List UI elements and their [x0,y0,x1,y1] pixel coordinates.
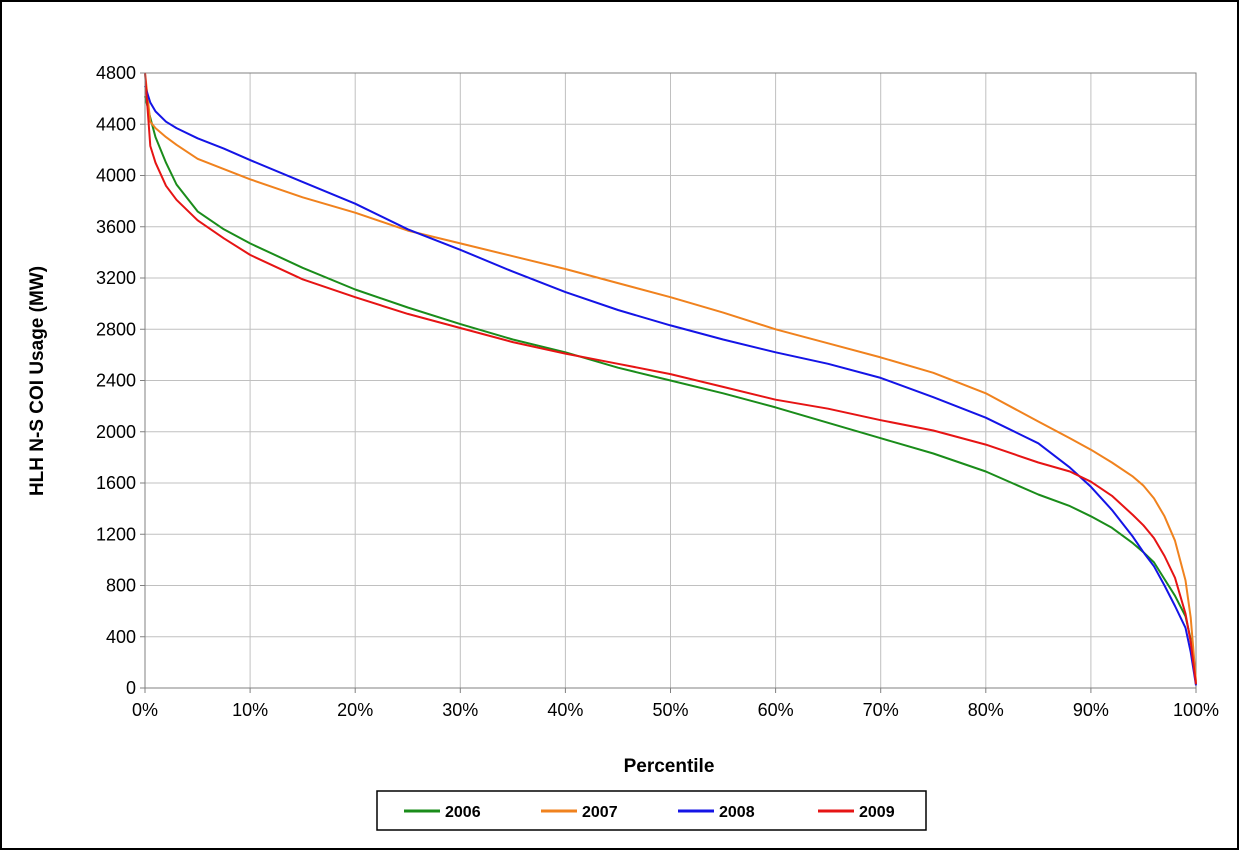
x-axis-title: Percentile [624,756,715,777]
x-tick-label: 100% [1173,700,1219,720]
y-tick-label: 3200 [96,268,136,288]
legend-label-2007: 2007 [582,804,618,821]
legend-label-2008: 2008 [719,804,755,821]
legend-label-2006: 2006 [445,804,481,821]
y-tick-label: 400 [106,627,136,647]
y-tick-label: 0 [126,678,136,698]
y-axis-title: HLH N-S COI Usage (MW) [27,266,48,496]
x-tick-label: 10% [232,700,268,720]
legend: 2006 2007 2008 2009 [376,790,927,831]
x-tick-label: 40% [547,700,583,720]
x-tick-label: 60% [758,700,794,720]
y-tick-label: 1600 [96,473,136,493]
series-layer [144,72,1197,686]
y-tick-label: 800 [106,576,136,596]
y-tick-label: 3600 [96,217,136,237]
x-tick-label: 50% [652,700,688,720]
legend-label-2009: 2009 [859,804,895,821]
y-tick-label: 2400 [96,371,136,391]
x-tick-label: 70% [863,700,899,720]
series-line-2008 [144,85,1197,686]
x-tick-label: 30% [442,700,478,720]
y-tick-label: 4400 [96,114,136,134]
y-tick-label: 4000 [96,166,136,186]
x-tick-label: 0% [132,700,158,720]
x-tick-label: 90% [1073,700,1109,720]
series-line-2007 [144,72,1197,682]
y-tick-label: 1200 [96,524,136,544]
y-tick-label: 2800 [96,319,136,339]
series-line-2009 [144,72,1197,685]
series-line-2006 [144,95,1197,685]
y-tick-label: 4800 [96,63,136,83]
x-tick-label: 80% [968,700,1004,720]
y-tick-label: 2000 [96,422,136,442]
x-tick-label: 20% [337,700,373,720]
axis-layer: 0% 10% 20% 30% 40% 50% 60% 70% 80% 90% 100% 0 400 800… [96,63,1219,720]
